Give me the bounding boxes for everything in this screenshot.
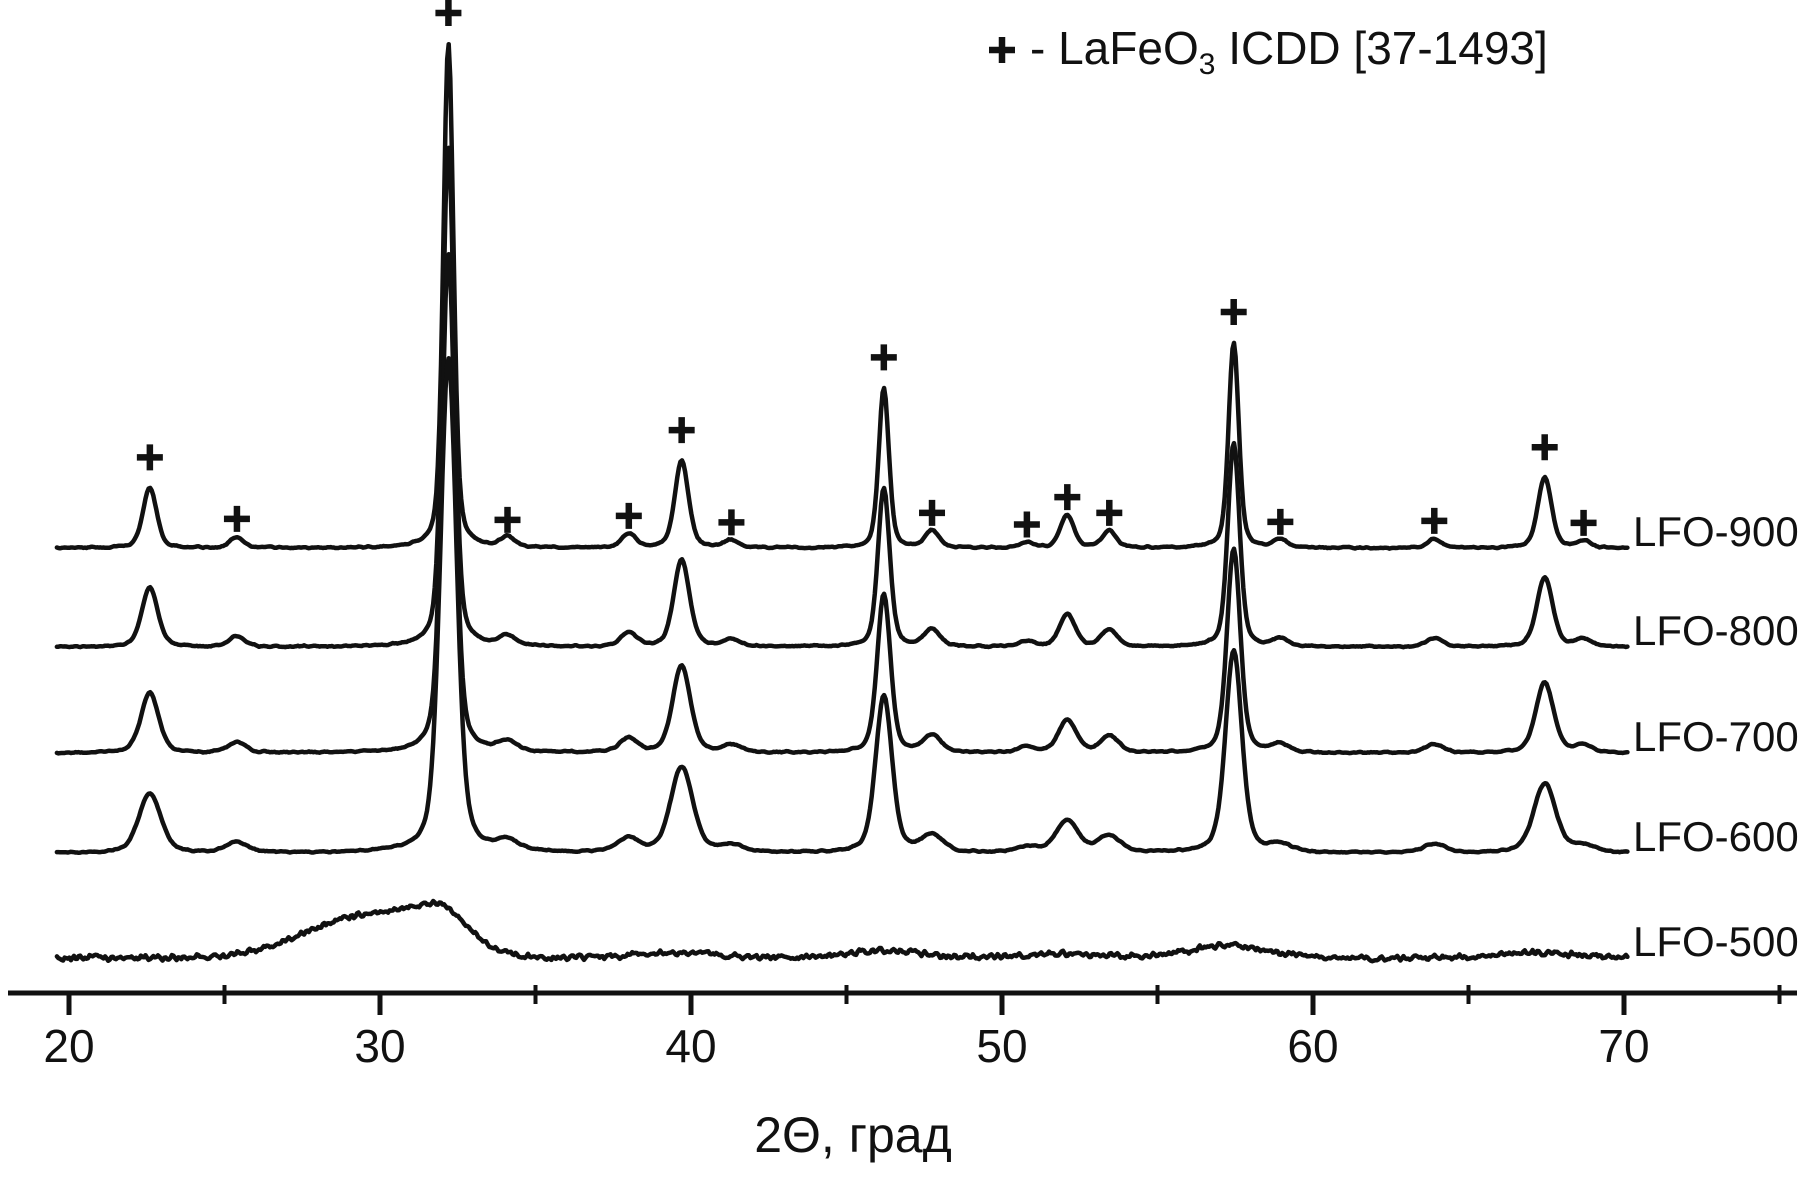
xrd-trace-LFO-700 [54, 251, 1630, 756]
xrd-trace-LFO-600 [54, 356, 1630, 856]
trace-label-LFO-900: LFO-900 [1633, 508, 1799, 555]
peak-marker-22.6 [136, 444, 163, 471]
peak-marker-32.2 [435, 0, 462, 26]
trace-labels-group: LFO-900 LFO-800 LFO-700 LFO-600 LFO-500 [1633, 508, 1799, 965]
tick-label-50: 50 [976, 1020, 1027, 1072]
legend-plus-icon [989, 37, 1015, 63]
peak-marker-47.75 [919, 499, 946, 526]
peak-marker-53.45 [1096, 499, 1123, 526]
tick-label-60: 60 [1287, 1020, 1338, 1072]
tick-label-40: 40 [665, 1020, 716, 1072]
xrd-trace-LFO-500 [54, 898, 1630, 964]
x-axis-group: 20 30 40 50 60 70 [8, 985, 1797, 1072]
legend-text: - LaFeO3 ICDD [37-1493] [1030, 22, 1548, 81]
xrd-trace-LFO-900 [54, 41, 1630, 551]
trace-label-LFO-500: LFO-500 [1633, 918, 1799, 965]
peak-marker-58.95 [1267, 508, 1294, 535]
trace-label-LFO-700: LFO-700 [1633, 713, 1799, 760]
peak-marker-38 [615, 502, 642, 529]
peak-marker-39.7 [668, 417, 695, 444]
peak-marker-63.9 [1421, 507, 1448, 534]
trace-label-LFO-600: LFO-600 [1633, 813, 1799, 860]
peak-marker-52.1 [1054, 484, 1081, 511]
peak-marker-57.45 [1220, 298, 1247, 325]
trace-label-LFO-800: LFO-800 [1633, 607, 1799, 654]
xrd-trace-LFO-800 [54, 145, 1630, 650]
peak-marker-50.8 [1013, 511, 1040, 538]
peak-marker-41.3 [718, 509, 745, 536]
tick-label-30: 30 [354, 1020, 405, 1072]
reference-peak-markers-group [136, 0, 1597, 538]
peak-marker-67.45 [1531, 434, 1558, 461]
peak-marker-34.1 [494, 506, 521, 533]
legend-group: - LaFeO3 ICDD [37-1493] [989, 22, 1548, 81]
xrd-traces-group [54, 41, 1630, 964]
peak-marker-25.4 [223, 505, 250, 532]
peak-marker-68.7 [1570, 509, 1597, 536]
peak-marker-46.2 [870, 344, 897, 371]
tick-label-20: 20 [43, 1020, 94, 1072]
tick-label-70: 70 [1598, 1020, 1649, 1072]
x-axis-title: 2Θ, град [754, 1107, 952, 1163]
